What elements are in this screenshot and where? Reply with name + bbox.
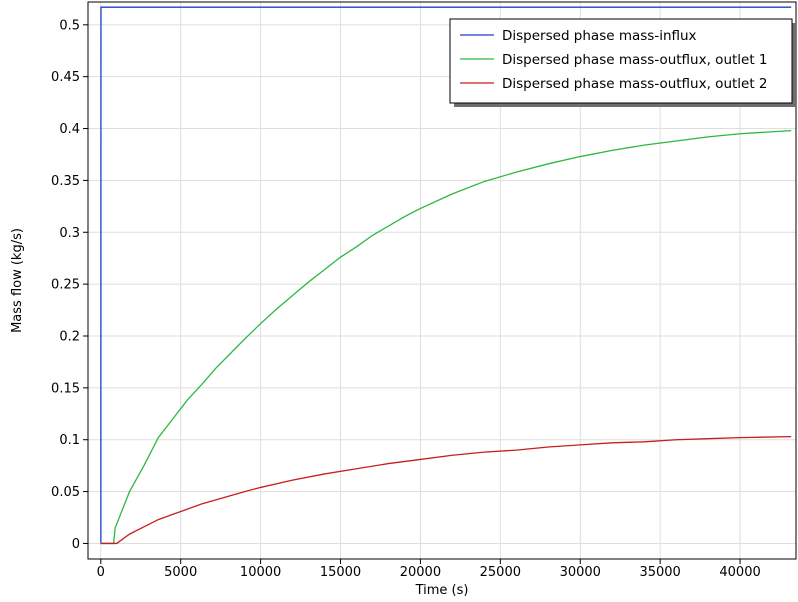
- legend-label: Dispersed phase mass-outflux, outlet 1: [502, 52, 768, 68]
- y-tick-label: 0.2: [59, 329, 80, 344]
- series-line-2: [100, 129, 792, 545]
- x-tick-label: 40000: [719, 565, 760, 580]
- x-tick-label: 5000: [164, 565, 197, 580]
- x-tick-label: 15000: [320, 565, 361, 580]
- y-tick-label: 0.1: [59, 433, 80, 448]
- series-line-3: [100, 435, 792, 545]
- y-tick-label: 0.05: [51, 485, 80, 500]
- series-lines: [100, 6, 792, 545]
- y-tick-label: 0.4: [59, 122, 80, 137]
- x-tick-label: 20000: [400, 565, 441, 580]
- y-tick-label: 0.15: [51, 381, 80, 396]
- x-tick-label: 35000: [639, 565, 680, 580]
- plot-frame: [87, 1, 797, 560]
- y-tick-label: 0.25: [51, 278, 80, 293]
- x-tick-label: 25000: [480, 565, 521, 580]
- legend: Dispersed phase mass-influx Dispersed pha…: [449, 18, 796, 107]
- x-tick-label: 0: [97, 565, 105, 580]
- y-tick-label: 0.45: [51, 70, 80, 85]
- x-tick-label: 10000: [240, 565, 281, 580]
- legend-box: [449, 18, 793, 104]
- x-axis-title: Time (s): [415, 583, 469, 598]
- y-tick-label: 0.35: [51, 174, 80, 189]
- y-axis-title: Mass flow (kg/s): [10, 228, 25, 333]
- y-tick-label: 0.5: [59, 18, 80, 33]
- x-tick-label: 30000: [560, 565, 601, 580]
- axis-ticks: 0 5000 10000 15000 20000 25000 30000 35000 40000…: [51, 18, 761, 580]
- legend-label: Dispersed phase mass-outflux, outlet 2: [502, 76, 768, 92]
- legend-label: Dispersed phase mass-influx: [502, 28, 697, 44]
- y-tick-label: 0: [72, 537, 80, 552]
- y-tick-label: 0.3: [59, 226, 80, 241]
